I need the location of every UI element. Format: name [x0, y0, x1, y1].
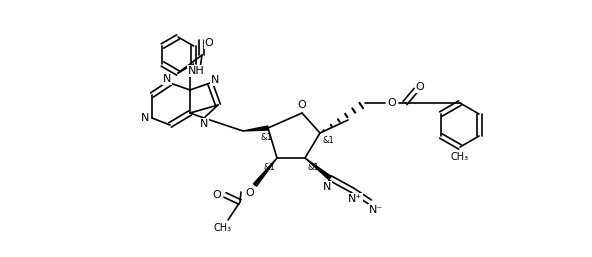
- Polygon shape: [243, 126, 268, 131]
- Text: &1: &1: [307, 163, 319, 172]
- Text: N: N: [211, 75, 219, 85]
- Text: &1: &1: [322, 136, 334, 145]
- Text: CH₃: CH₃: [214, 223, 232, 233]
- Polygon shape: [305, 158, 332, 180]
- Text: O: O: [416, 82, 424, 92]
- Text: NH: NH: [188, 66, 204, 76]
- Text: O: O: [388, 98, 397, 108]
- Text: N: N: [163, 74, 171, 84]
- Polygon shape: [253, 158, 277, 186]
- Text: O: O: [205, 38, 213, 48]
- Text: N⁻: N⁻: [369, 205, 383, 215]
- Text: O: O: [246, 188, 255, 198]
- Text: N: N: [323, 182, 331, 192]
- Text: &1: &1: [260, 133, 272, 142]
- Text: N: N: [200, 119, 208, 129]
- Text: CH₃: CH₃: [451, 152, 469, 162]
- Text: &1: &1: [263, 163, 275, 172]
- Text: N⁺: N⁺: [348, 194, 362, 204]
- Text: N: N: [141, 113, 149, 123]
- Text: O: O: [298, 100, 307, 110]
- Text: O: O: [213, 190, 221, 200]
